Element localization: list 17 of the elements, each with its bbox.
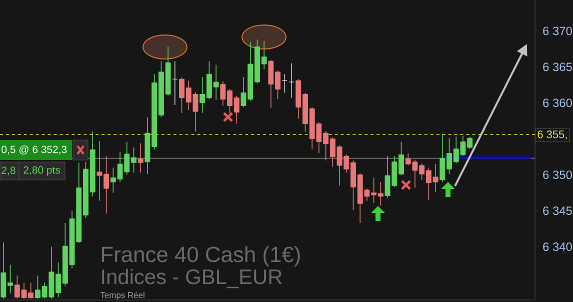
- y-tick-label: 6 360: [543, 98, 572, 108]
- annotation: 2,80 pts: [24, 166, 60, 176]
- y-tick-label: 6 345: [543, 206, 572, 216]
- candlestick: [138, 142, 144, 174]
- text: 6 355,: [538, 130, 567, 140]
- candlestick: [172, 60, 178, 106]
- annotation: Temps Réel: [100, 292, 144, 300]
- candlestick: [282, 74, 288, 94]
- y-tick-label: 6 370: [543, 26, 572, 36]
- annotation: 0,5 @ 6 352,3: [2, 145, 67, 155]
- y-tick-label: 6 350: [543, 170, 572, 180]
- y-tick-label: 6 340: [543, 242, 572, 251]
- candlestick: [288, 62, 294, 98]
- annotation: Indices - GBL_EUR: [102, 268, 282, 288]
- y-tick-label: 6 365: [543, 62, 572, 72]
- annotation: France 40 Cash (1€): [102, 246, 300, 267]
- annotation: 2,8: [2, 166, 16, 176]
